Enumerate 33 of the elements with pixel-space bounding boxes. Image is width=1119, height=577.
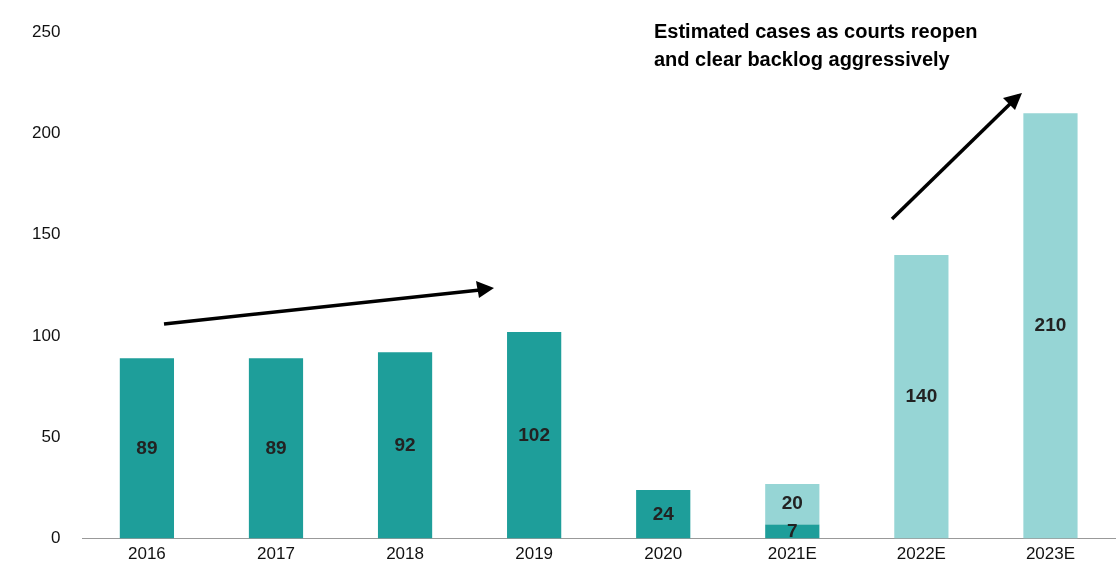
data-label: 210 [1034,314,1067,336]
y-tick-label: 0 [50,528,61,548]
x-tick-label: 2016 [127,544,166,564]
x-tick-label: 2022E [896,544,946,564]
bar [119,358,175,539]
y-tick-label: 150 [31,224,61,244]
y-tick-label: 250 [31,21,61,41]
x-tick-label: 2020 [644,544,683,564]
y-tick-label: 200 [31,123,61,143]
data-label: 89 [265,436,287,458]
data-label: 24 [652,502,675,524]
annotation: Estimated cases as courts reopen and clear backlog aggressively [654,19,978,70]
bar [765,483,820,525]
bar [765,524,820,539]
bar [636,489,691,539]
data-label: 102 [518,423,550,445]
x-tick-label: 2021E [767,544,817,564]
x-tick-label: 2019 [515,544,554,564]
bar [507,331,562,539]
bar [1023,113,1078,539]
y-tick-label: 50 [41,427,61,447]
y-tick-label: 100 [31,325,61,345]
bar [894,255,949,539]
data-label: 89 [136,436,158,458]
data-label: 7 [787,519,798,541]
data-label: 92 [394,433,416,455]
bar [248,358,304,539]
data-label: 140 [905,385,938,407]
data-label: 20 [781,492,803,514]
x-tick-label: 2017 [257,544,295,564]
bar [377,352,433,539]
x-tick-label: 2018 [386,544,424,564]
x-tick-label: 2023E [1025,544,1076,564]
